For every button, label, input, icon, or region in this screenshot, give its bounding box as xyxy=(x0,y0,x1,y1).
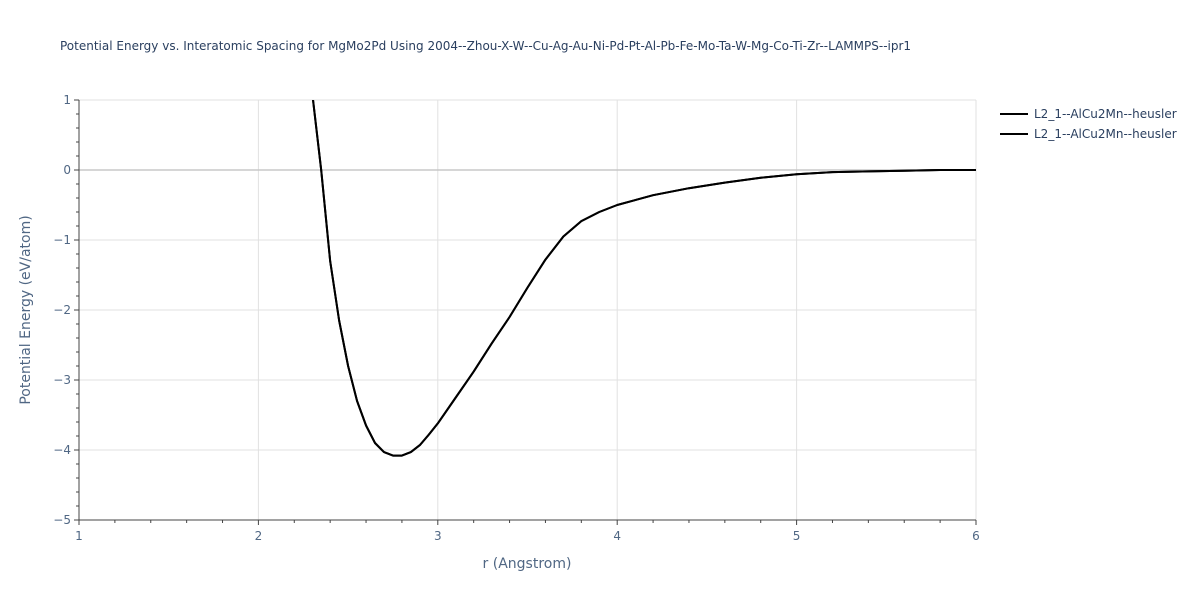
legend-label: L2_1--AlCu2Mn--heusler xyxy=(1034,107,1177,121)
y-tick-label: −5 xyxy=(53,513,71,527)
series-line-1 xyxy=(312,100,976,457)
x-tick-label: 3 xyxy=(434,529,442,543)
legend[interactable]: L2_1--AlCu2Mn--heusler L2_1--AlCu2Mn--heu… xyxy=(1000,107,1177,141)
x-tick-label: 6 xyxy=(972,529,980,543)
y-tick-label: −1 xyxy=(53,233,71,247)
legend-item-1[interactable]: L2_1--AlCu2Mn--heusler xyxy=(1000,107,1177,121)
x-tick-label: 2 xyxy=(255,529,263,543)
x-tick-label: 1 xyxy=(75,529,83,543)
y-tick-label: −3 xyxy=(53,373,71,387)
legend-item-2[interactable]: L2_1--AlCu2Mn--heusler xyxy=(1000,127,1177,141)
x-axis-title: r (Angstrom) xyxy=(483,556,572,572)
series-layer xyxy=(312,100,976,457)
y-tick-label: −4 xyxy=(53,443,71,457)
gridlines xyxy=(79,99,977,520)
chart-title: Potential Energy vs. Interatomic Spacing… xyxy=(60,39,911,53)
legend-label: L2_1--AlCu2Mn--heusler xyxy=(1034,127,1177,141)
y-tick-label: 1 xyxy=(63,93,71,107)
x-tick-label: 5 xyxy=(793,529,801,543)
y-tick-label: −2 xyxy=(53,303,71,317)
y-tick-label: 0 xyxy=(63,163,71,177)
series-line-2 xyxy=(312,100,976,457)
axes: 1 2 3 4 5 6 −5 −4 −3 −2 −1 0 1 xyxy=(53,93,980,543)
y-axis-title: Potential Energy (eV/atom) xyxy=(18,215,34,404)
x-tick-label: 4 xyxy=(613,529,621,543)
